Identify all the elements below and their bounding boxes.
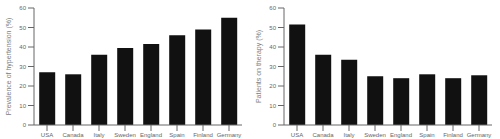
svg-text:England: England bbox=[390, 132, 412, 138]
svg-text:10: 10 bbox=[269, 103, 276, 109]
svg-text:0: 0 bbox=[273, 122, 277, 128]
svg-text:Spain: Spain bbox=[169, 132, 184, 138]
svg-text:Italy: Italy bbox=[93, 132, 104, 138]
svg-text:Finland: Finland bbox=[193, 132, 213, 138]
svg-text:USA: USA bbox=[41, 132, 53, 138]
svg-text:England: England bbox=[140, 132, 162, 138]
svg-text:Canada: Canada bbox=[312, 132, 334, 138]
svg-text:Germany: Germany bbox=[467, 132, 492, 138]
svg-text:Italy: Italy bbox=[343, 132, 354, 138]
svg-text:Sweden: Sweden bbox=[114, 132, 136, 138]
svg-text:60: 60 bbox=[269, 5, 276, 11]
svg-text:Patients on therapy (%): Patients on therapy (%) bbox=[255, 30, 263, 103]
svg-text:30: 30 bbox=[19, 64, 26, 70]
svg-text:USA: USA bbox=[291, 132, 303, 138]
svg-text:Prevalence of hypertension (%): Prevalence of hypertension (%) bbox=[8, 18, 13, 116]
svg-text:Finland: Finland bbox=[443, 132, 463, 138]
svg-text:Germany: Germany bbox=[217, 132, 242, 138]
svg-text:20: 20 bbox=[269, 83, 276, 89]
svg-text:50: 50 bbox=[19, 25, 26, 31]
svg-text:40: 40 bbox=[269, 44, 276, 50]
svg-text:40: 40 bbox=[19, 44, 26, 50]
svg-text:50: 50 bbox=[269, 25, 276, 31]
svg-text:Canada: Canada bbox=[62, 132, 84, 138]
svg-text:60: 60 bbox=[19, 5, 26, 11]
svg-text:Spain: Spain bbox=[419, 132, 434, 138]
svg-text:0: 0 bbox=[23, 122, 27, 128]
svg-text:20: 20 bbox=[19, 83, 26, 89]
svg-text:10: 10 bbox=[19, 103, 26, 109]
svg-text:30: 30 bbox=[269, 64, 276, 70]
svg-text:Sweden: Sweden bbox=[364, 132, 386, 138]
